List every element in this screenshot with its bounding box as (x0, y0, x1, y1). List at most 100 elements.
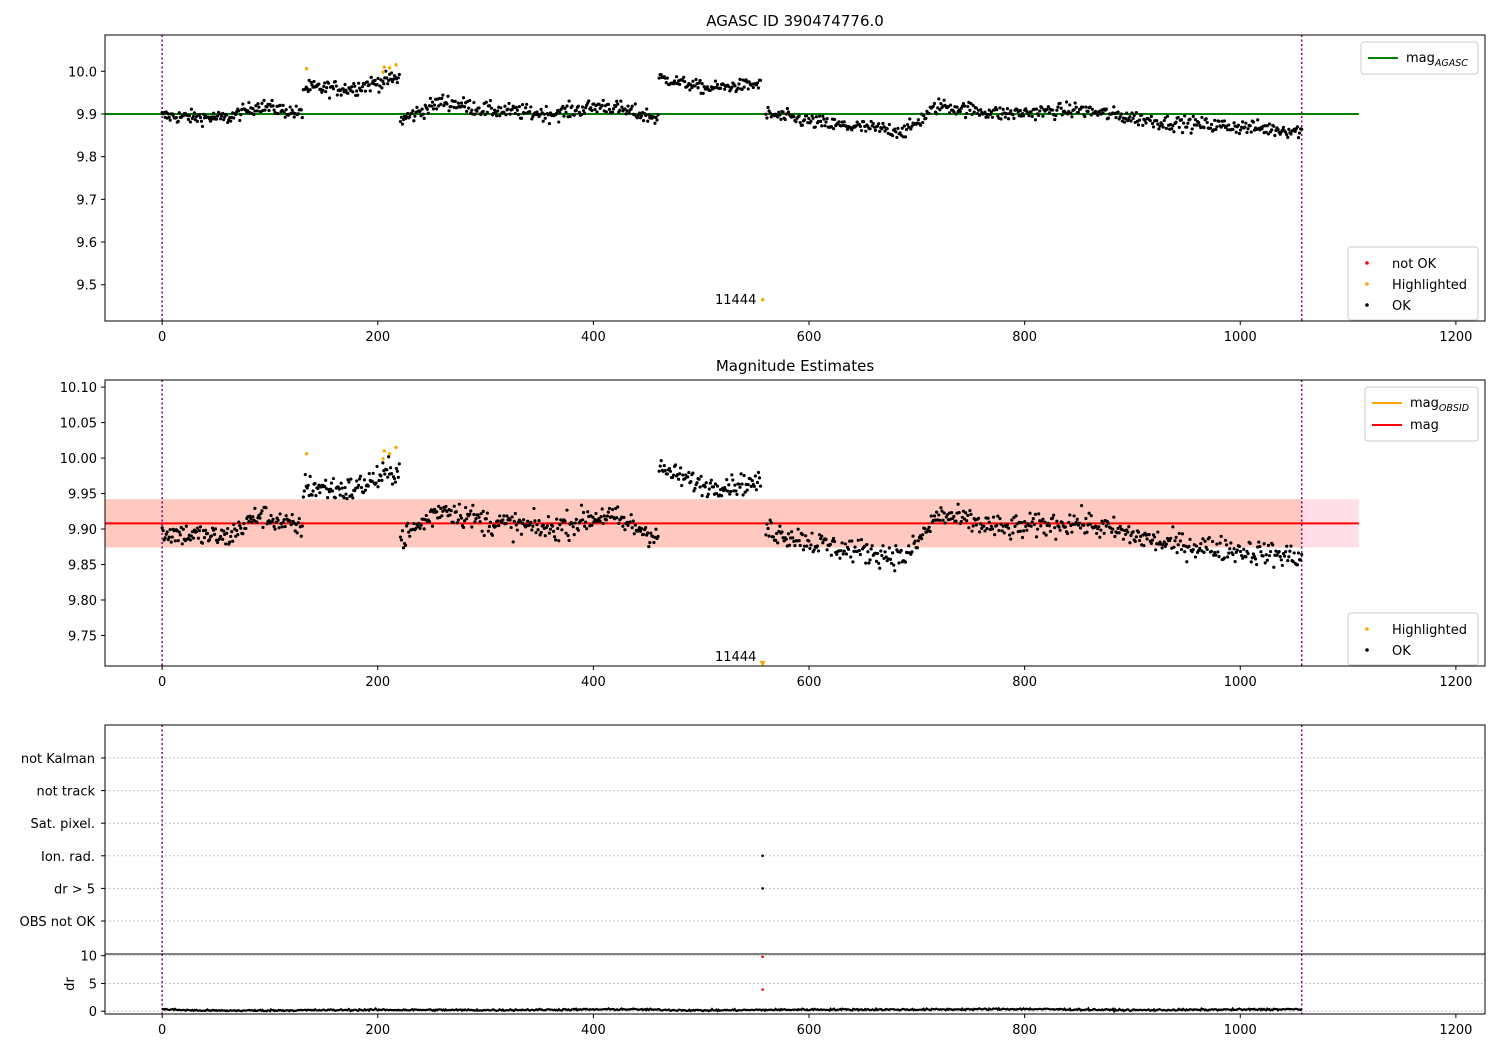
data-point-ok (477, 106, 481, 110)
data-point-ok (755, 480, 760, 485)
data-point-ok (1185, 560, 1189, 564)
data-point-ok (367, 83, 371, 87)
data-point-ok (456, 101, 460, 105)
data-point-ok (1032, 522, 1036, 527)
data-point-ok (936, 106, 940, 110)
legend-line-label-main: mag (1410, 396, 1439, 411)
data-point-ok (600, 507, 604, 511)
data-point-ok (694, 77, 698, 82)
data-point-ok (559, 518, 563, 522)
data-point-ok (351, 496, 355, 500)
dr-outlier-point (761, 955, 764, 959)
data-point-ok (562, 114, 566, 118)
data-point-ok (658, 464, 662, 468)
data-point-ok (255, 520, 259, 524)
data-point-ok (902, 124, 907, 128)
data-point-highlighted (304, 67, 309, 71)
data-point-ok (989, 524, 993, 528)
data-point-ok (977, 113, 982, 117)
data-point-ok (514, 523, 518, 527)
data-point-ok (1149, 114, 1153, 119)
data-point-ok (1222, 556, 1227, 560)
data-point-ok (386, 82, 390, 86)
data-point-ok (302, 489, 306, 493)
data-point-ok (361, 491, 366, 495)
data-point-ok (1047, 524, 1051, 528)
data-point-ok (1190, 127, 1194, 131)
data-point-ok (413, 114, 417, 118)
data-point-ok (481, 109, 485, 114)
data-point-ok (546, 515, 550, 519)
data-point-ok (1134, 535, 1138, 539)
data-point-ok (565, 104, 569, 108)
data-point-ok (530, 117, 534, 121)
data-point-ok (881, 544, 885, 548)
data-point-ok (1286, 135, 1290, 139)
data-point-ok (1096, 113, 1100, 117)
data-point-ok (482, 533, 486, 538)
data-point-ok (218, 112, 222, 116)
data-point-ok (1193, 118, 1198, 122)
data-point-ok (229, 534, 233, 539)
data-point-ok (935, 112, 939, 116)
data-point-ok (1068, 513, 1072, 517)
legend-line-label-subscript: AGASC (1434, 58, 1468, 69)
data-point-ok (410, 111, 414, 115)
data-point-ok (467, 106, 471, 110)
data-point-ok (698, 485, 702, 489)
data-point-ok (469, 509, 473, 513)
data-point-ok (686, 475, 690, 479)
data-point-ok (742, 85, 746, 89)
data-point-ok (1112, 105, 1116, 109)
data-point-ok (938, 108, 942, 112)
data-point-ok (331, 87, 336, 91)
data-point-ok (239, 526, 243, 530)
data-point-ok (749, 484, 753, 488)
data-point-ok (374, 481, 378, 485)
data-point-ok (662, 463, 666, 468)
data-point-ok (969, 512, 973, 516)
data-point-ok (858, 124, 862, 129)
data-point-ok (1045, 107, 1049, 112)
data-point-ok (419, 523, 423, 527)
data-point-ok (947, 111, 952, 115)
data-point-ok (1104, 107, 1108, 111)
data-point-ok (778, 524, 782, 528)
data-point-ok (325, 86, 329, 90)
data-point-ok (1249, 560, 1253, 564)
data-point-ok (1191, 114, 1195, 118)
data-point-ok (821, 541, 825, 545)
data-point-ok (308, 88, 312, 92)
data-point-ok (999, 117, 1003, 121)
data-point-ok (1024, 524, 1028, 528)
data-point-ok (485, 110, 489, 114)
data-point-ok (1081, 105, 1085, 109)
x-tick-label: 1200 (1439, 1023, 1472, 1038)
data-point-ok (1044, 533, 1048, 537)
data-point-ok (323, 81, 327, 85)
data-point-ok (725, 478, 729, 482)
data-point-ok (498, 514, 502, 518)
data-point-ok (538, 113, 542, 117)
x-tick-label: 1000 (1224, 1023, 1257, 1038)
data-point-ok (784, 537, 788, 541)
data-point-ok (691, 471, 695, 475)
data-point-ok (786, 110, 791, 114)
data-point-ok (470, 108, 474, 112)
data-point-ok (468, 512, 472, 516)
data-point-ok (1104, 524, 1108, 528)
x-tick-label: 1200 (1439, 330, 1472, 345)
data-point-ok (391, 77, 396, 81)
data-point-ok (507, 101, 511, 106)
data-point-ok (671, 473, 676, 477)
data-point-ok (421, 112, 425, 116)
data-point-ok (181, 527, 185, 531)
data-point-ok (820, 534, 824, 538)
data-point-ok (313, 481, 317, 486)
data-point-ok (738, 77, 742, 81)
data-point-ok (705, 85, 709, 89)
data-point-ok (189, 107, 193, 111)
data-point-ok (385, 468, 389, 472)
data-point-ok (405, 524, 409, 528)
data-point-ok (1121, 537, 1126, 541)
